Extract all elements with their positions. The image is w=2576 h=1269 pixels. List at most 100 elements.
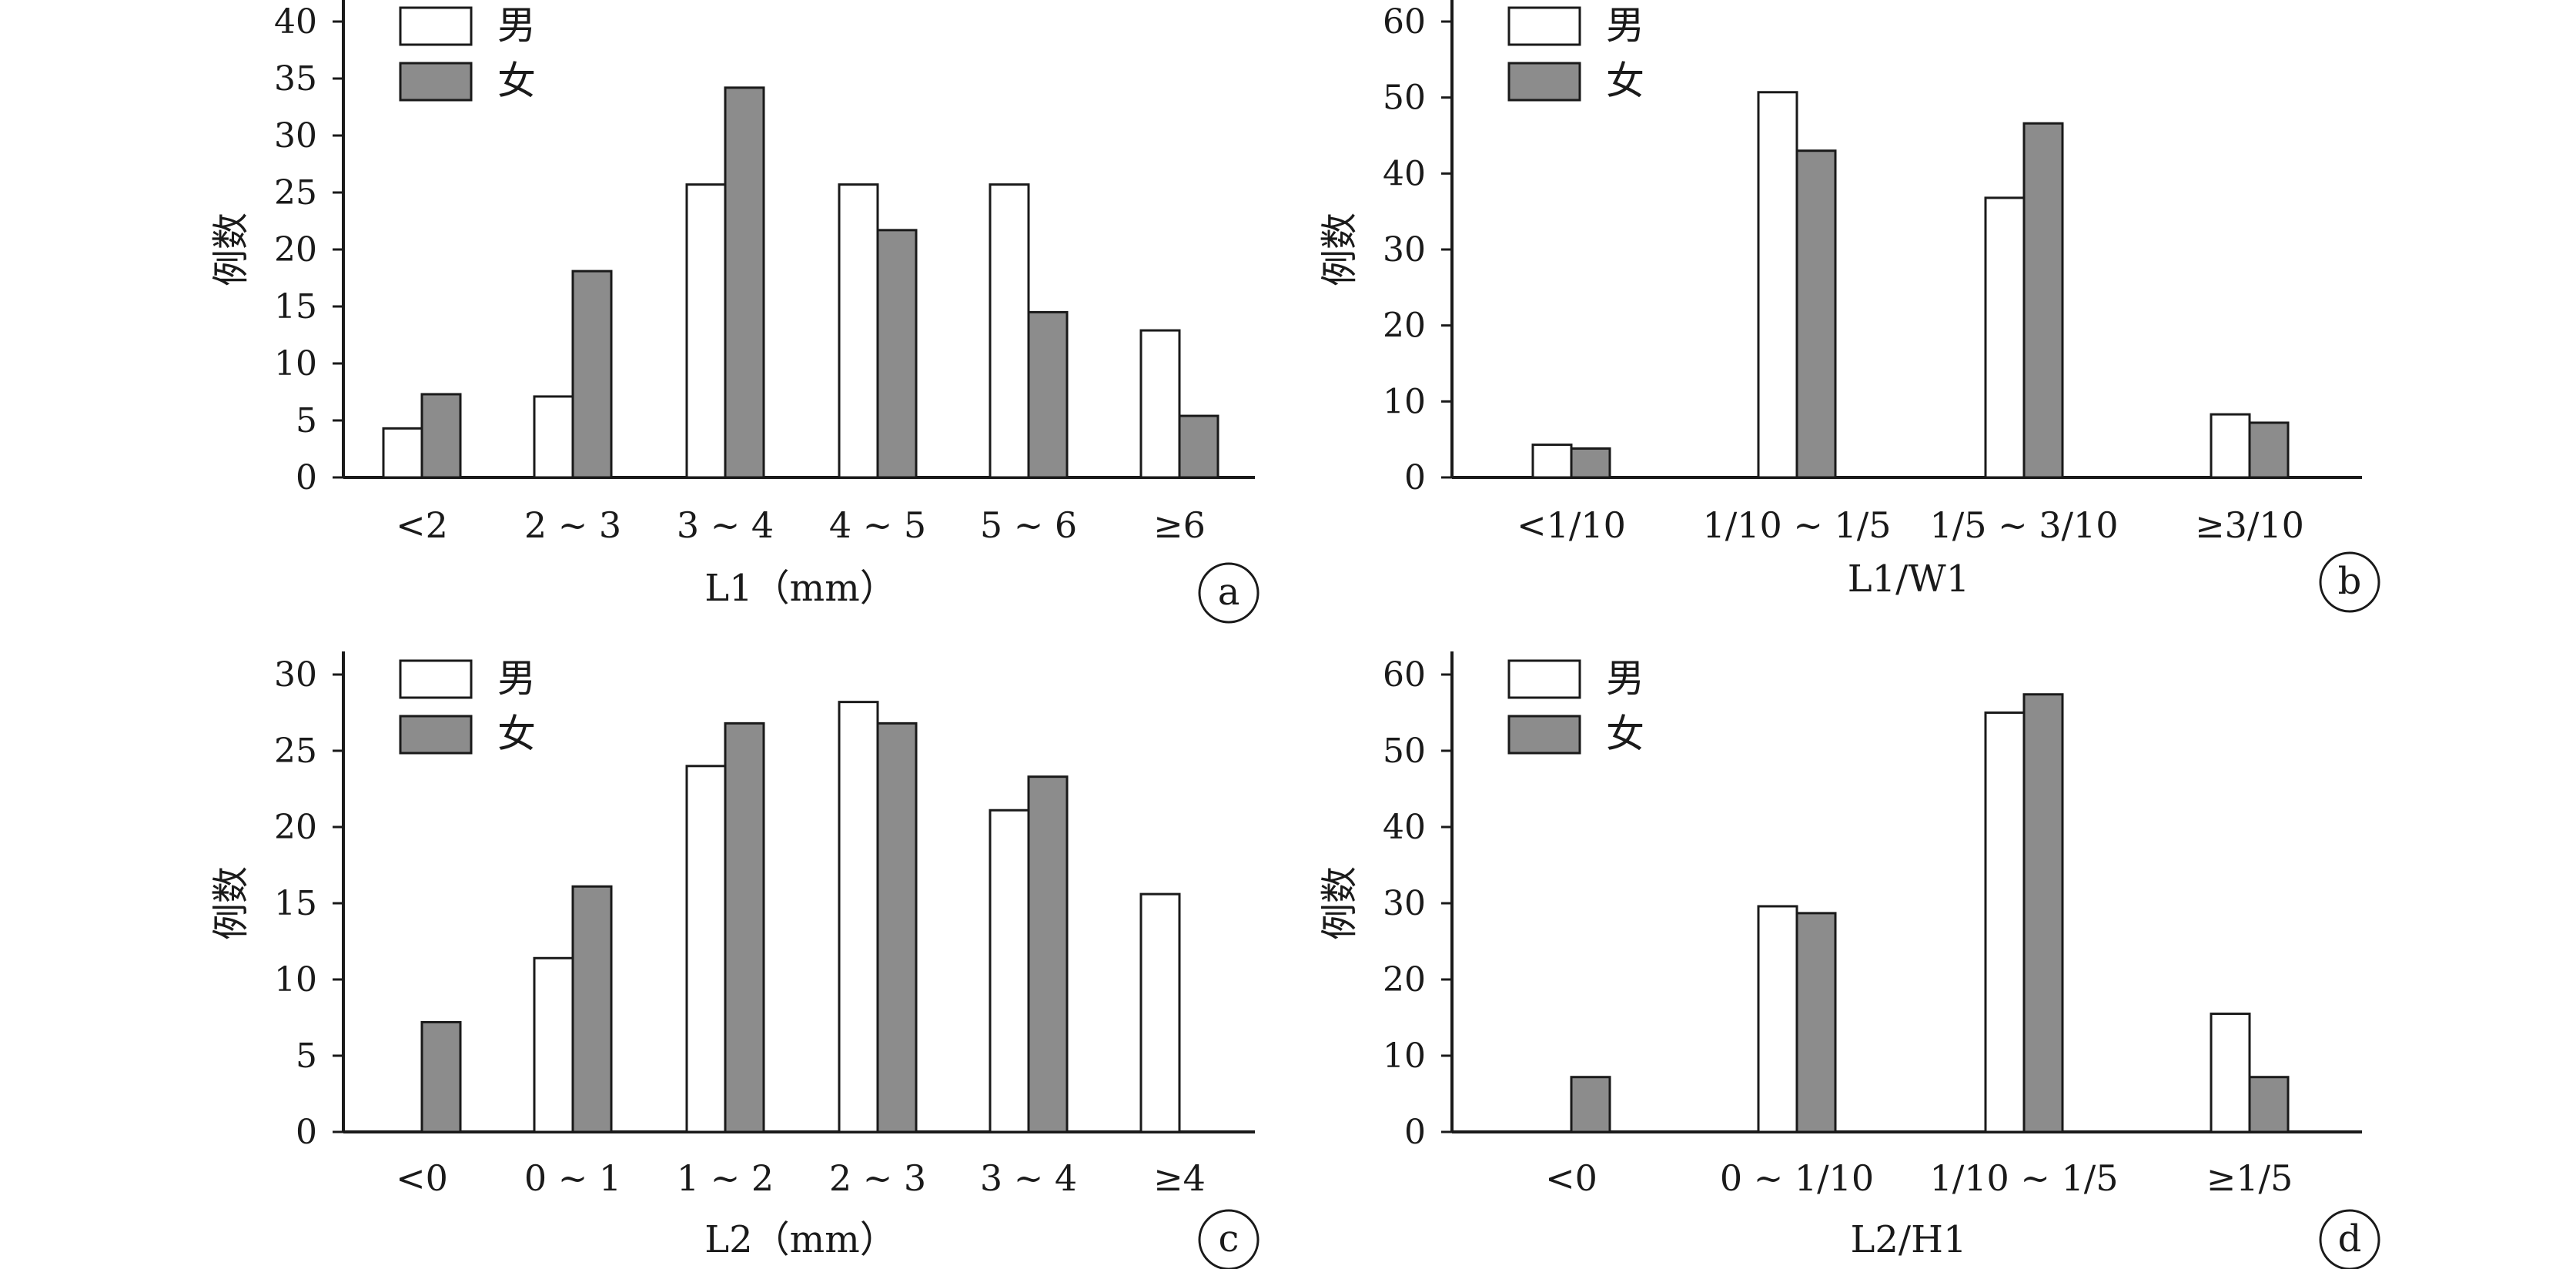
legend-label-female: 女 [1606,59,1644,103]
bar-male [685,765,727,1133]
panel-letter-circle [1198,562,1260,624]
legend-swatch-female [399,62,473,102]
y-tick-label: 10 [274,960,317,999]
y-tick-label: 20 [1383,306,1426,346]
y-axis-title: 例数 [209,866,253,940]
panel-letter: a [1218,571,1240,614]
legend-label-female: 女 [1606,712,1644,756]
panel-letter: b [2338,560,2362,603]
bar-male [1984,712,2026,1133]
panel-letter-circle [1198,1209,1260,1269]
bar-female [1570,447,1611,479]
bar-male [2210,1013,2251,1133]
bar-female [2248,1076,2290,1133]
y-tick-label: 15 [274,287,317,326]
chart-panel-d: 0 10 20 30 40 50 60 例数 <0 0 ~ 1/10 1/10 ~ 1/5 ≥1/5 L… [1318,651,2380,1269]
panel-letter: d [2338,1217,2362,1261]
bar-male [989,809,1030,1133]
bar-male [533,395,574,479]
y-tick-label: 25 [274,732,317,771]
y-tick-label: 0 [296,1113,317,1152]
bar-female [2022,122,2064,479]
y-tick-label: 15 [274,884,317,923]
y-tick-label: 50 [1383,79,1426,118]
legend-swatch-female [1507,715,1581,755]
panel-letter: c [1219,1217,1239,1261]
y-tick-label: 40 [274,2,317,42]
x-category-label: 2 ~ 3 [829,1157,926,1199]
legend-swatch-female [399,715,473,755]
bar-male [2210,413,2251,479]
bar-female [876,229,918,479]
y-tick-label: 5 [296,1036,317,1076]
x-category-label: <2 [396,504,448,546]
bar-male [1139,329,1181,479]
y-tick-label: 60 [1383,655,1426,695]
y-tick-label: 20 [274,230,317,270]
y-tick-label: 40 [1383,808,1426,847]
y-tick-label: 10 [1383,1036,1426,1076]
bar-male [1757,91,1798,479]
y-axis-title: 例数 [1318,866,1361,940]
y-tick-label: 30 [274,655,317,695]
x-category-label: 1 ~ 2 [677,1157,774,1199]
bar-female [1178,414,1219,479]
y-tick-label: 30 [1383,230,1426,270]
x-axis-title: L2（mm） [704,1218,896,1261]
legend-swatch-female [1507,62,1581,102]
panel-letter-circle [2319,1209,2380,1269]
y-tick-label: 30 [1383,884,1426,923]
bar-female [724,722,765,1133]
y-tick-label: 0 [1404,458,1426,497]
bar-female [420,1020,462,1133]
bar-female [2022,693,2064,1133]
legend-swatch-male [1507,6,1581,46]
y-tick-label: 30 [274,116,317,156]
panel-letter-circle [2319,551,2380,613]
y-tick-label: 10 [274,344,317,383]
legend-label-male: 男 [1606,3,1644,48]
legend-swatch-male [399,659,473,699]
x-axis-title: L2/H1 [1851,1218,1967,1261]
bar-male [1757,905,1798,1133]
legend: 男女 [1507,3,1644,103]
bar-male [685,183,727,479]
x-category-label: 1/10 ~ 1/5 [1702,504,1891,546]
bar-male [1531,444,1573,479]
bar-female [1027,775,1069,1133]
legend-swatch-male [1507,659,1581,699]
bar-female [2248,421,2290,479]
y-tick-label: 20 [274,808,317,847]
bar-female [571,270,613,479]
bar-male [533,956,574,1133]
legend: 男女 [1507,656,1644,756]
x-category-label: <0 [1545,1157,1597,1199]
y-axis-title: 例数 [1318,213,1361,286]
bar-male [838,183,879,479]
y-tick-label: 40 [1383,154,1426,193]
legend-label-female: 女 [497,712,536,756]
x-category-label: <0 [396,1157,448,1199]
y-tick-label: 25 [274,173,317,213]
x-axis-title: L1/W1 [1848,557,1969,601]
legend-swatch-male [399,6,473,46]
y-tick-label: 0 [296,458,317,497]
x-category-label: 3 ~ 4 [677,504,774,546]
bar-male [838,701,879,1133]
legend-label-female: 女 [497,59,536,103]
x-category-label: ≥6 [1153,504,1206,546]
y-tick-label: 5 [296,401,317,440]
bar-female [1570,1076,1611,1133]
bar-female [420,393,462,479]
bar-female [1795,149,1837,479]
chart-panel-a: 0 5 10 15 20 25 30 35 40 例数 <2 2 ~ 3 3 ~ 4 4 ~ 5 5 ~ 6… [209,0,1260,624]
legend-label-male: 男 [1606,656,1644,701]
bar-male [989,183,1030,479]
x-category-label: ≥3/10 [2195,504,2304,546]
bar-male [1139,892,1181,1133]
x-category-label: 4 ~ 5 [829,504,926,546]
x-category-label: <1/10 [1517,504,1626,546]
y-tick-label: 0 [1404,1113,1426,1152]
bar-male [1984,196,2026,479]
bar-female [724,86,765,479]
